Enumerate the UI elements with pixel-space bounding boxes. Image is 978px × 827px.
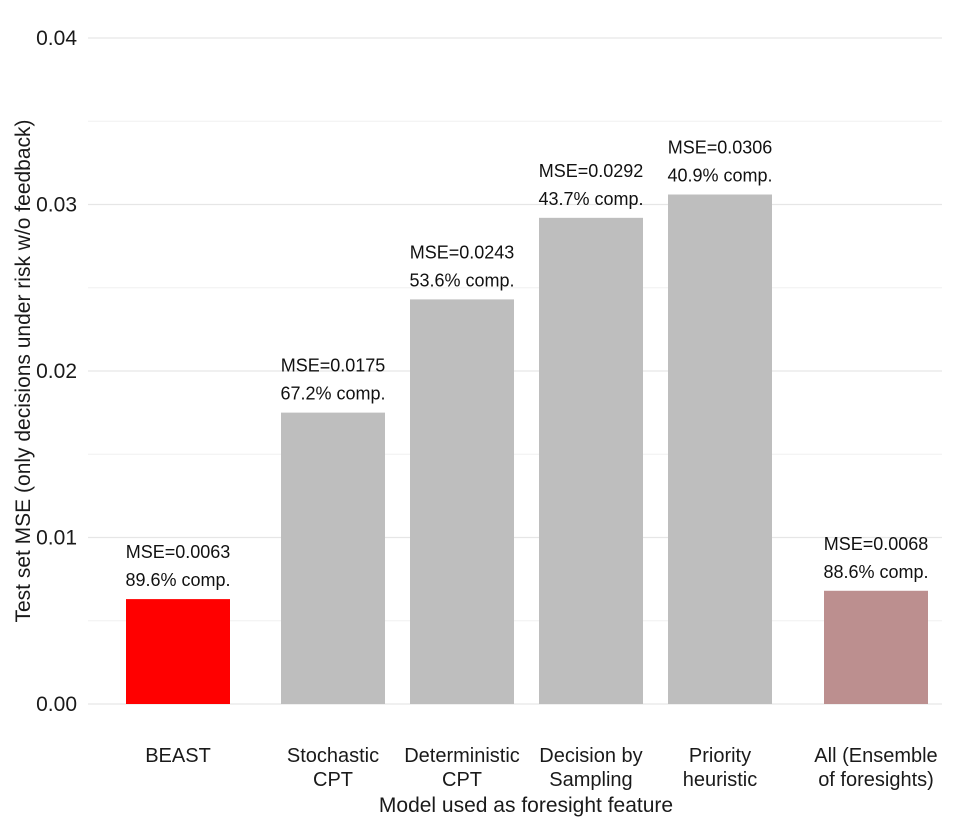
x-tick-label: Stochastic — [287, 745, 379, 767]
x-tick-label: Decision by — [539, 745, 642, 767]
x-tick-label: Priority — [689, 745, 751, 767]
data-label-mse: MSE=0.0306 — [668, 138, 773, 158]
data-labels: MSE=0.0063 89.6% comp. MSE=0.0175 67.2% com… — [125, 138, 928, 591]
x-tick-label: All (Ensemble — [814, 745, 937, 767]
x-tick-label: of foresights) — [818, 769, 934, 791]
x-tick-label: Deterministic — [404, 745, 520, 767]
y-axis-title: Test set MSE (only decisions under risk … — [12, 119, 35, 622]
data-label-comp: 53.6% comp. — [409, 270, 514, 290]
bar — [824, 590, 928, 704]
x-axis-title: Model used as foresight feature — [379, 794, 673, 817]
data-label-mse: MSE=0.0063 — [126, 542, 231, 562]
data-label-comp: 40.9% comp. — [667, 166, 772, 186]
data-label-mse: MSE=0.0243 — [410, 242, 515, 262]
data-label-mse: MSE=0.0292 — [539, 161, 644, 181]
bar — [539, 217, 643, 704]
bar — [410, 299, 514, 704]
data-label-mse: MSE=0.0068 — [824, 534, 929, 554]
x-tick-label: CPT — [442, 769, 482, 791]
x-tick-label: CPT — [313, 769, 353, 791]
y-tick-label: 0.01 — [36, 527, 77, 550]
y-tick-label: 0.02 — [36, 360, 77, 383]
x-tick-label: heuristic — [683, 769, 757, 791]
y-tick-label: 0.03 — [36, 194, 77, 217]
data-label-comp: 88.6% comp. — [823, 562, 928, 582]
x-axis-ticks: BEAST StochasticCPTDeterministicCPTDecisi… — [145, 745, 937, 791]
data-label-comp: 43.7% comp. — [538, 189, 643, 209]
bar — [126, 599, 230, 704]
y-tick-label: 0.04 — [36, 27, 77, 50]
y-tick-label: 0.00 — [36, 693, 77, 716]
x-tick-label: Sampling — [549, 769, 632, 791]
bar — [281, 412, 385, 704]
x-tick-label: BEAST — [145, 745, 211, 767]
grid-lines — [88, 37, 942, 705]
bar — [668, 194, 772, 704]
bars — [126, 194, 928, 704]
data-label-comp: 67.2% comp. — [280, 384, 385, 404]
y-axis-ticks: 0.00 0.01 0.02 0.03 0.04 — [36, 27, 77, 716]
data-label-mse: MSE=0.0175 — [281, 356, 386, 376]
data-label-comp: 89.6% comp. — [125, 570, 230, 590]
